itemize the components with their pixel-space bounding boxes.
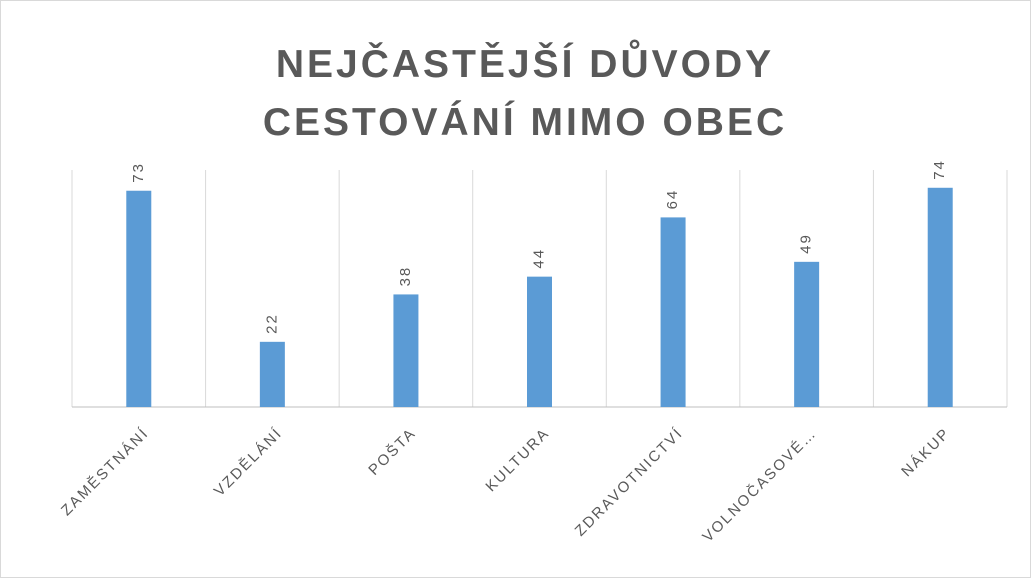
data-label: 22 bbox=[263, 313, 280, 334]
data-label: 74 bbox=[931, 159, 948, 180]
bar bbox=[259, 341, 285, 407]
bar bbox=[527, 276, 552, 407]
bar bbox=[794, 261, 820, 407]
chart-title: NEJČASTĚJŠÍ DŮVODY CESTOVÁNÍ MIMO OBEC bbox=[262, 43, 788, 144]
bar bbox=[126, 190, 152, 407]
data-label: 73 bbox=[130, 162, 147, 183]
bar bbox=[393, 294, 419, 407]
data-label: 44 bbox=[530, 248, 547, 269]
data-label: 49 bbox=[798, 233, 815, 254]
data-label: 38 bbox=[397, 266, 414, 287]
data-label: 64 bbox=[664, 189, 681, 210]
bar bbox=[660, 217, 686, 407]
bar bbox=[927, 187, 953, 407]
